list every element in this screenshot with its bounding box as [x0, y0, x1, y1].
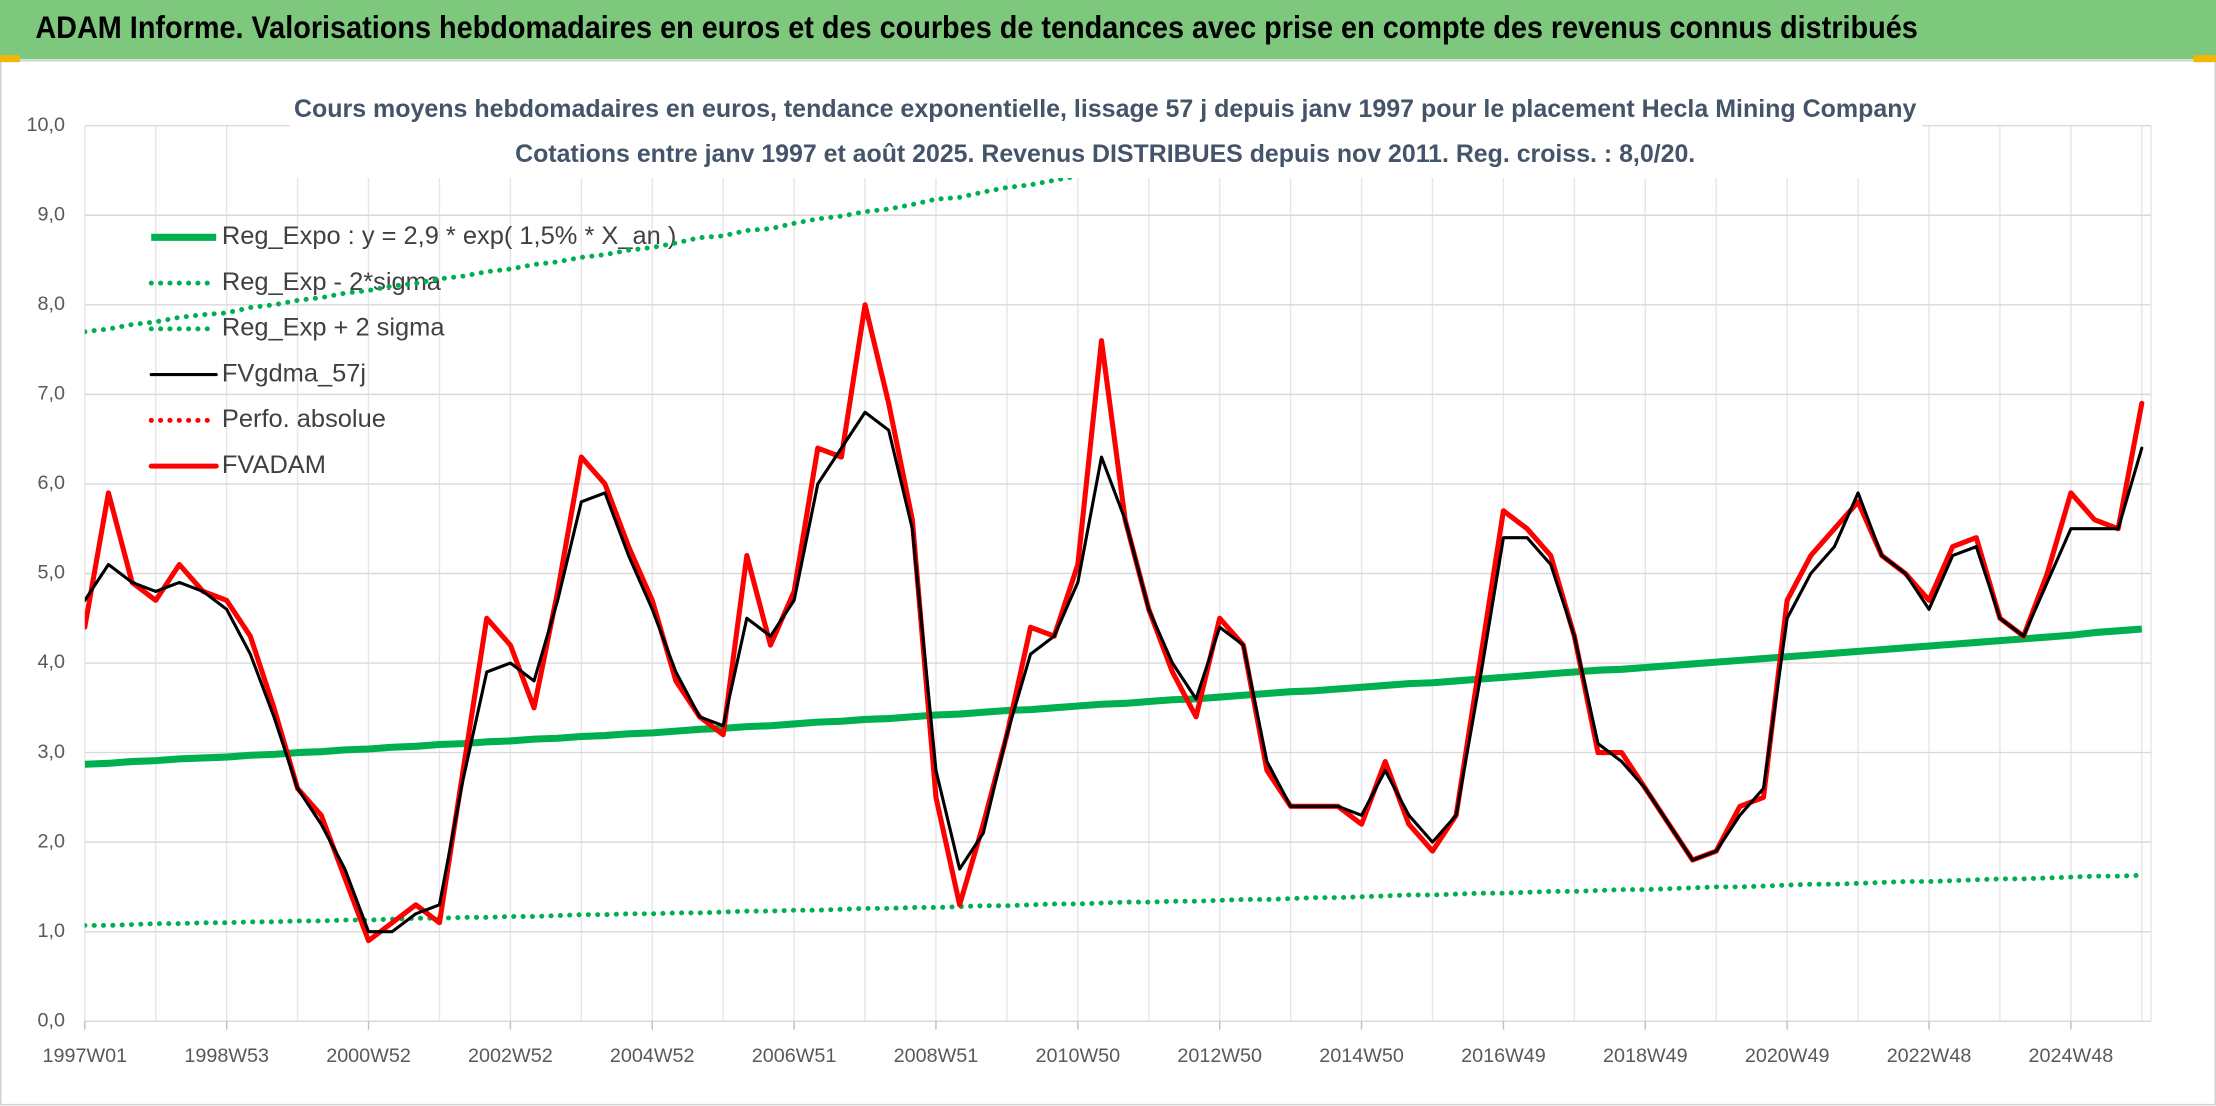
series-line	[84, 410, 2144, 934]
subtitle: Cotations entre janv 1997 et août 2025. …	[515, 140, 1695, 168]
subtitle-box	[289, 87, 1923, 178]
series-line	[84, 302, 2145, 944]
y-tick-label: 5,0	[38, 562, 65, 584]
chart-frame	[0, 60, 2216, 1106]
corner-mark	[0, 55, 20, 63]
x-tick-label: 2018W49	[1603, 1045, 1688, 1067]
x-tick-label: 2016W49	[1461, 1045, 1546, 1067]
y-tick-label: 3,0	[38, 741, 65, 763]
y-tick-label: 2,0	[38, 830, 65, 852]
header-band	[0, 0, 2216, 60]
y-tick-label: 6,0	[38, 472, 65, 494]
page-title: ADAM Informe. Valorisations hebdomadaire…	[35, 10, 1917, 45]
x-tick-label: 2010W50	[1036, 1045, 1121, 1067]
legend-label: Reg_Exp - 2*sigma	[222, 268, 442, 296]
series-line	[84, 625, 2143, 768]
legend-label: Reg_Exp + 2 sigma	[222, 314, 445, 342]
x-tick-label: 2006W51	[752, 1045, 837, 1067]
x-tick-label: 1997W01	[42, 1045, 127, 1067]
corner-mark	[2193, 55, 2216, 63]
x-tick-label: 2020W49	[1745, 1045, 1830, 1067]
x-tick-label: 2014W50	[1319, 1045, 1404, 1067]
y-tick-label: 7,0	[38, 383, 65, 405]
x-tick-label: 2000W52	[326, 1045, 411, 1067]
legend-label: Perfo. absolue	[222, 405, 386, 433]
y-tick-label: 9,0	[38, 203, 65, 225]
y-tick-label: 4,0	[38, 651, 65, 673]
legend-label: FVADAM	[222, 451, 326, 479]
x-tick-label: 2002W52	[468, 1045, 553, 1067]
x-tick-label: 2022W48	[1887, 1045, 1972, 1067]
legend-label: FVgdma_57j	[222, 359, 366, 387]
y-tick-label: 10,0	[27, 114, 65, 136]
legend: Reg_Expo : y = 2,9 * exp( 1,5% * X_an ) R…	[148, 222, 676, 479]
x-tick-label: 2004W52	[610, 1045, 695, 1067]
x-tick-label: 1998W53	[184, 1045, 269, 1067]
series-line	[84, 872, 2145, 928]
legend-label: Reg_Expo : y = 2,9 * exp( 1,5% * X_an )	[222, 222, 676, 250]
x-tick-label: 2024W48	[2029, 1045, 2114, 1067]
axes: 0,0 1,0 2,0 3,0 4,0 5,0 6,0 7,0 8,0 9,0 10,0 1997W0…	[27, 114, 2114, 1067]
y-tick-label: 8,0	[38, 293, 65, 315]
y-tick-label: 1,0	[38, 920, 65, 942]
x-tick-label: 2012W50	[1177, 1045, 1262, 1067]
x-tick-label: 2008W51	[894, 1045, 979, 1067]
y-tick-label: 0,0	[38, 1009, 65, 1031]
subtitle: Cours moyens hebdomadaires en euros, ten…	[294, 95, 1916, 123]
